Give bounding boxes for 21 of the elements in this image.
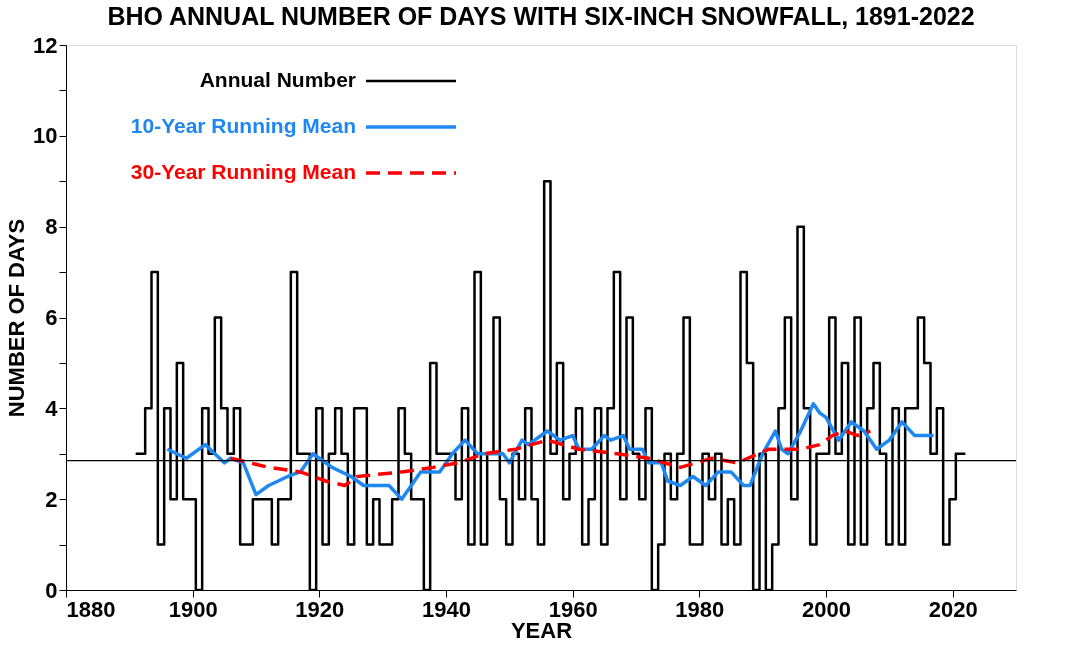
y-tick-label: 8 (45, 214, 58, 240)
legend-label: 10-Year Running Mean (130, 114, 356, 137)
y-tick-label: 12 (33, 32, 58, 58)
chart-title: BHO ANNUAL NUMBER OF DAYS WITH SIX-INCH SNOWFALL, 1891-2022 (107, 2, 975, 30)
x-tick-label: 1980 (675, 596, 725, 622)
y-tick-label: 2 (45, 486, 58, 512)
legend-label: Annual Number (199, 68, 356, 91)
y-tick-label: 4 (45, 395, 59, 421)
y-tick-label: 6 (45, 305, 58, 330)
x-tick-label: 2000 (802, 596, 851, 622)
line-series (228, 429, 873, 488)
legend-label: 30-Year Running Mean (130, 160, 356, 183)
x-tick-label: 1880 (66, 596, 116, 622)
line-series (165, 402, 936, 501)
y-axis-title: NUMBER OF DAYS (4, 218, 30, 418)
x-tick-label: 1900 (168, 596, 218, 622)
x-tick-label: 1920 (295, 596, 345, 622)
x-tick-label: 1940 (422, 596, 471, 622)
y-tick-label: 0 (45, 577, 58, 603)
y-tick-label: 10 (33, 123, 58, 149)
x-tick-label: 2020 (928, 596, 978, 622)
